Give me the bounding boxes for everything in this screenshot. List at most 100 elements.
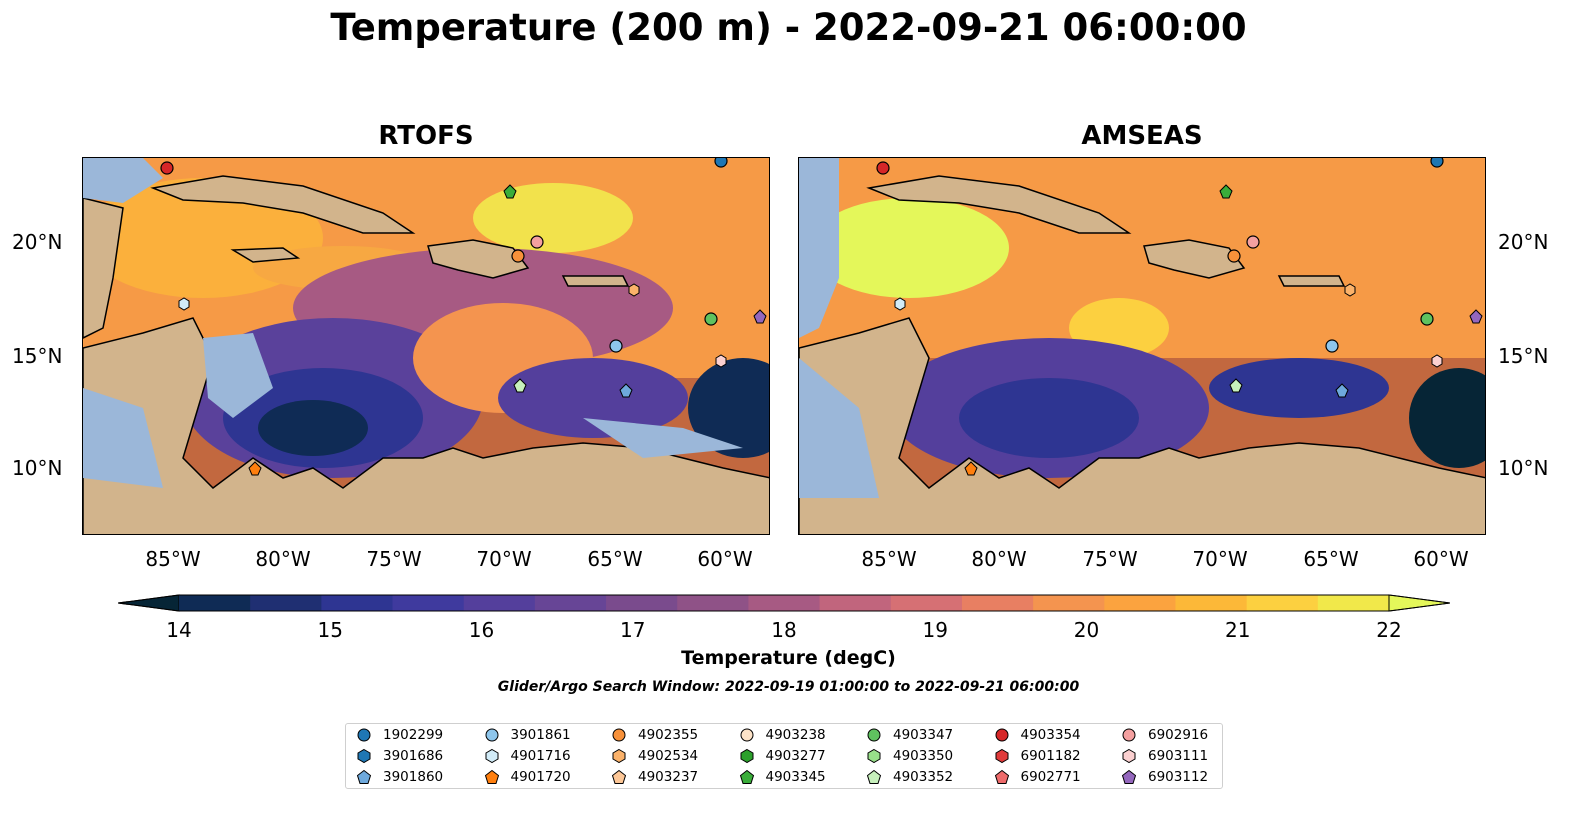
colorbar-tick-label: 19 [922,618,948,642]
circle-marker-icon [995,728,1008,742]
lon-tick-label: 70°W [1192,547,1248,571]
map-panel-rtofs [82,157,770,535]
legend-label: 4901720 [510,769,571,785]
colorbar-tick-label: 15 [317,618,343,642]
panel-title-amseas: AMSEAS [1081,121,1203,151]
colorbar-swatch [1033,595,1105,611]
colorbar-swatch [534,595,607,611]
colorbar-swatch [1175,595,1248,611]
pentagon-marker-icon [611,769,627,784]
lon-tick-label: 75°W [1082,547,1138,571]
lon-tick-label: 60°W [697,547,753,571]
colorbar-label: Temperature (degC) [681,647,896,669]
pentagon-marker-icon [356,769,372,784]
colorbar-swatch [748,595,821,611]
legend-label: 6901182 [1020,748,1081,764]
colorbar-swatches [117,594,1451,612]
legend-label: 4903237 [638,769,699,785]
colorbar-swatch [250,595,322,611]
colorbar-tick-label: 22 [1376,618,1402,642]
lon-tick-label: 80°W [971,547,1027,571]
colorbar-extend-high [1388,594,1451,612]
lat-tick-label: 20°N [12,230,63,254]
legend-label: 4903238 [765,727,826,743]
circle-marker-icon [357,728,371,742]
lon-tick-label: 85°W [145,547,201,571]
legend-label: 6902771 [1020,769,1081,785]
lat-tick-label: 10°N [12,456,63,480]
colorbar-swatch [179,595,251,611]
legend-label: 4902534 [638,748,699,764]
circle-marker-icon [740,728,753,742]
colorbar-swatch [392,595,465,611]
circle-marker-icon [867,728,881,742]
temperature-map-rtofs [83,158,769,534]
lon-tick-label: 65°W [1303,547,1359,571]
legend-label: 6902916 [1148,727,1209,743]
colorbar-swatch [890,595,963,611]
lon-tick-label: 85°W [861,547,917,571]
lon-tick-label: 75°W [366,547,422,571]
lat-tick-label: 20°N [1498,230,1549,254]
hexagon-marker-icon [357,748,371,764]
colorbar-swatch [819,595,892,611]
colorbar-extend-low [117,594,180,612]
panel-title-rtofs: RTOFS [378,121,474,151]
legend-label: 4903350 [893,748,954,764]
legend-label: 4903345 [765,769,826,785]
float-legend: 1902299 3901686 3901860 3901861 4901716 49017… [345,723,1223,789]
hexagon-marker-icon [995,748,1008,764]
lat-tick-label: 15°N [12,344,63,368]
lon-tick-label: 70°W [476,547,532,571]
pentagon-marker-icon [866,769,882,784]
legend-label: 4902355 [638,727,699,743]
colorbar-swatch [961,595,1034,611]
hexagon-marker-icon [612,748,626,764]
legend-label: 1902299 [383,727,444,743]
legend-label: 6903112 [1148,769,1209,785]
legend-label: 3901861 [510,727,571,743]
circle-marker-icon [1122,728,1136,742]
search-window-text: Glider/Argo Search Window: 2022-09-19 01… [497,679,1080,695]
colorbar-tick-label: 21 [1225,618,1251,642]
colorbar-swatch [1246,595,1319,611]
pentagon-marker-icon [739,769,754,784]
colorbar-tick-label: 20 [1073,618,1100,642]
colorbar-swatch [1317,595,1390,611]
legend-label: 4903347 [893,727,954,743]
legend-label: 4901716 [510,748,571,764]
circle-marker-icon [612,728,626,742]
map-panel-amseas [798,157,1486,535]
temperature-map-amseas [799,158,1485,534]
colorbar-swatch [677,595,749,611]
hexagon-marker-icon [867,748,881,764]
legend-label: 3901860 [383,769,444,785]
pentagon-marker-icon [484,769,499,784]
legend-label: 4903354 [1020,727,1081,743]
lon-tick-label: 65°W [587,547,643,571]
circle-marker-icon [485,728,498,742]
hexagon-marker-icon [740,748,753,764]
legend-label: 4903352 [893,769,954,785]
lon-tick-label: 80°W [255,547,311,571]
lon-tick-label: 60°W [1413,547,1469,571]
colorbar-swatch [463,595,536,611]
legend-label: 6903111 [1148,748,1209,764]
legend-label: 4903277 [765,748,826,764]
colorbar [117,593,1451,613]
colorbar-swatch [1104,595,1176,611]
hexagon-marker-icon [1122,748,1136,764]
colorbar-tick-label: 17 [620,618,646,642]
hexagon-marker-icon [485,748,498,764]
pentagon-marker-icon [994,769,1009,784]
pentagon-marker-icon [1121,769,1137,784]
lat-tick-label: 15°N [1498,344,1549,368]
colorbar-swatch [321,595,394,611]
figure-title: Temperature (200 m) - 2022-09-21 06:00:0… [330,6,1247,49]
lat-tick-label: 10°N [1498,456,1549,480]
legend-label: 3901686 [383,748,444,764]
colorbar-tick-label: 14 [166,618,192,642]
colorbar-tick-label: 18 [771,618,797,642]
colorbar-tick-label: 16 [468,618,495,642]
colorbar-swatch [606,595,678,611]
